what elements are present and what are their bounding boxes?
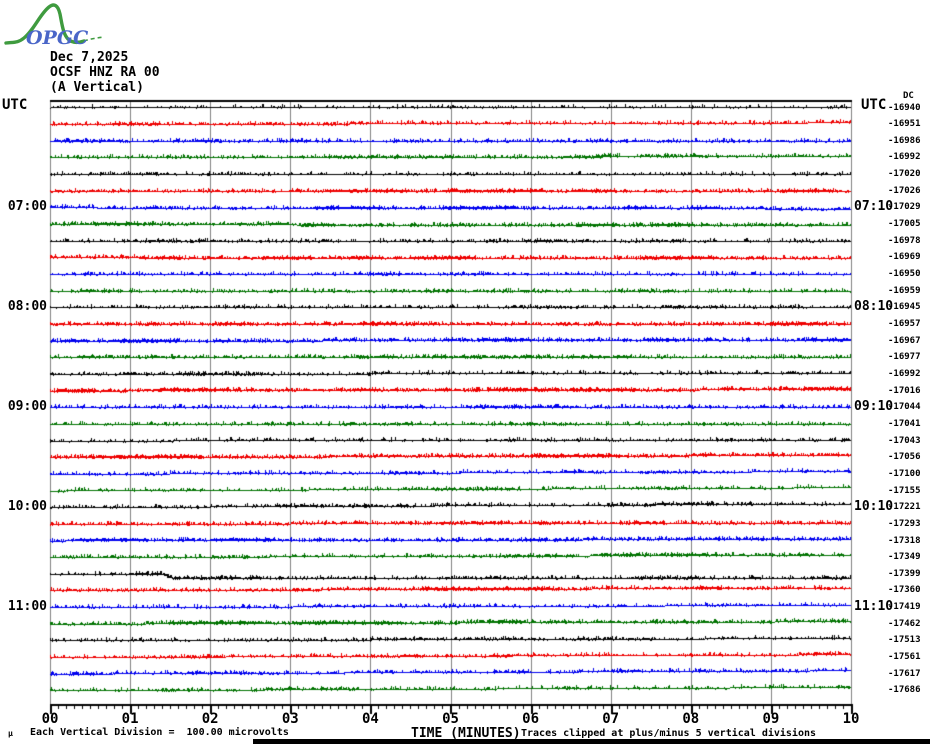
dc-value: -16950 bbox=[888, 269, 921, 280]
dc-value: -16992 bbox=[888, 152, 921, 163]
dc-value: -17617 bbox=[888, 668, 921, 679]
dc-value: -17043 bbox=[888, 435, 921, 446]
x-tick-label: 02 bbox=[201, 711, 219, 727]
dc-value: -16951 bbox=[888, 119, 921, 130]
clip-note: Traces clipped at plus/minus 5 vertical … bbox=[521, 728, 817, 739]
dc-value: -17513 bbox=[888, 635, 921, 646]
dc-value: -17029 bbox=[888, 202, 921, 213]
hour-label-right: 08:10 bbox=[854, 299, 894, 315]
hour-label-left: 08:00 bbox=[7, 299, 47, 315]
logo-swoosh-tail bbox=[83, 36, 105, 42]
x-tick-label: 10 bbox=[842, 711, 860, 727]
dc-value: -17026 bbox=[888, 185, 921, 196]
dc-value: -16969 bbox=[888, 252, 921, 263]
header-station: OCSF HNZ RA 00 bbox=[50, 65, 160, 80]
hour-label-right: 11:10 bbox=[854, 599, 894, 615]
dc-value: -17318 bbox=[888, 535, 921, 546]
dc-value: -16940 bbox=[888, 102, 921, 113]
dc-value: -17561 bbox=[888, 652, 921, 663]
utc-label-left: UTC bbox=[2, 97, 28, 113]
header-component: (A Vertical) bbox=[50, 80, 144, 95]
microvolt-mark: µ bbox=[8, 729, 13, 738]
x-tick-label: 07 bbox=[602, 711, 620, 727]
dc-value: -17056 bbox=[888, 452, 921, 463]
utc-label-right: UTC bbox=[861, 97, 887, 113]
logo-text: OPGC bbox=[26, 27, 88, 49]
dc-value: -17100 bbox=[888, 468, 921, 479]
opgc-logo: OPGC bbox=[4, 3, 105, 49]
logo-swoosh bbox=[4, 3, 86, 45]
dc-column-header: DC bbox=[903, 91, 914, 101]
x-tick-label: 08 bbox=[682, 711, 700, 727]
dc-value: -17155 bbox=[888, 485, 921, 496]
dc-value: -17293 bbox=[888, 518, 921, 529]
dc-value: -16986 bbox=[888, 135, 921, 146]
dc-value: -17016 bbox=[888, 385, 921, 396]
dc-value: -17041 bbox=[888, 418, 921, 429]
dc-value: -17360 bbox=[888, 585, 921, 596]
dc-value: -17399 bbox=[888, 568, 921, 579]
x-tick-label: 06 bbox=[522, 711, 540, 727]
dc-value: -17221 bbox=[888, 502, 921, 513]
dc-value: -16992 bbox=[888, 368, 921, 379]
x-tick-label: 01 bbox=[121, 711, 139, 727]
header-date: Dec 7,2025 bbox=[50, 50, 129, 65]
dc-value: -17462 bbox=[888, 618, 921, 629]
dc-value: -16978 bbox=[888, 235, 921, 246]
dc-value: -17005 bbox=[888, 219, 921, 230]
dc-value: -16977 bbox=[888, 352, 921, 363]
dc-value: -16957 bbox=[888, 319, 921, 329]
hour-label-right: 09:10 bbox=[854, 399, 894, 415]
dc-value: -17686 bbox=[888, 685, 921, 696]
scale-note: Each Vertical Division = 100.00 microvol… bbox=[30, 727, 289, 738]
dc-value: -16959 bbox=[888, 285, 921, 296]
hour-label-left: 07:00 bbox=[7, 199, 47, 215]
x-tick-label: 09 bbox=[762, 711, 780, 727]
x-tick-label: 04 bbox=[361, 711, 379, 727]
dc-value: -17044 bbox=[888, 402, 921, 413]
dc-value: -17419 bbox=[888, 602, 921, 613]
hour-label-right: 10:10 bbox=[854, 499, 894, 515]
x-tick-label: 03 bbox=[281, 711, 299, 727]
hour-label-left: 10:00 bbox=[7, 499, 47, 515]
x-axis-title: TIME (MINUTES) bbox=[411, 726, 521, 741]
x-tick-label: 00 bbox=[41, 711, 59, 727]
dc-value: -17349 bbox=[888, 552, 921, 563]
dc-value: -16945 bbox=[888, 302, 921, 313]
hour-label-left: 11:00 bbox=[7, 599, 47, 615]
dc-value: -17020 bbox=[888, 169, 921, 180]
dc-value: -16967 bbox=[888, 335, 921, 346]
hour-label-left: 09:00 bbox=[7, 399, 47, 415]
bottom-border-line bbox=[253, 739, 930, 744]
header-block: Dec 7,2025 OCSF HNZ RA 00 (A Vertical) bbox=[50, 50, 160, 95]
hour-label-right: 07:10 bbox=[854, 199, 894, 215]
x-tick-label: 05 bbox=[442, 711, 459, 727]
